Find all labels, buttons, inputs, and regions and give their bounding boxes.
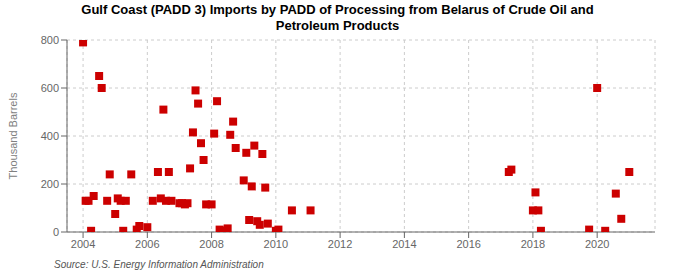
svg-text:2018: 2018 xyxy=(521,238,545,250)
svg-text:2006: 2006 xyxy=(135,238,159,250)
svg-text:2008: 2008 xyxy=(199,238,223,250)
html-text:Source: U.S. Energy Informatio: Source: U.S. Energy Information Administ… xyxy=(54,259,264,270)
html-text:Gulf Coast (PADD 3) Imports by: Gulf Coast (PADD 3) Imports by PADD of P… xyxy=(81,2,594,17)
svg-text:2014: 2014 xyxy=(392,238,416,250)
svg-text:2004: 2004 xyxy=(71,238,95,250)
html-text:Petroleum Products: Petroleum Products xyxy=(275,18,400,33)
svg-text:0: 0 xyxy=(53,226,59,238)
svg-text:2010: 2010 xyxy=(264,238,288,250)
svg-text:200: 200 xyxy=(41,178,59,190)
svg-text:2016: 2016 xyxy=(456,238,480,250)
svg-text:800: 800 xyxy=(41,34,59,46)
svg-text:2012: 2012 xyxy=(328,238,352,250)
svg-text:2020: 2020 xyxy=(585,238,609,250)
svg-text:Thousand Barrels: Thousand Barrels xyxy=(8,92,19,179)
svg-text:400: 400 xyxy=(41,130,59,142)
svg-text:600: 600 xyxy=(41,82,59,94)
